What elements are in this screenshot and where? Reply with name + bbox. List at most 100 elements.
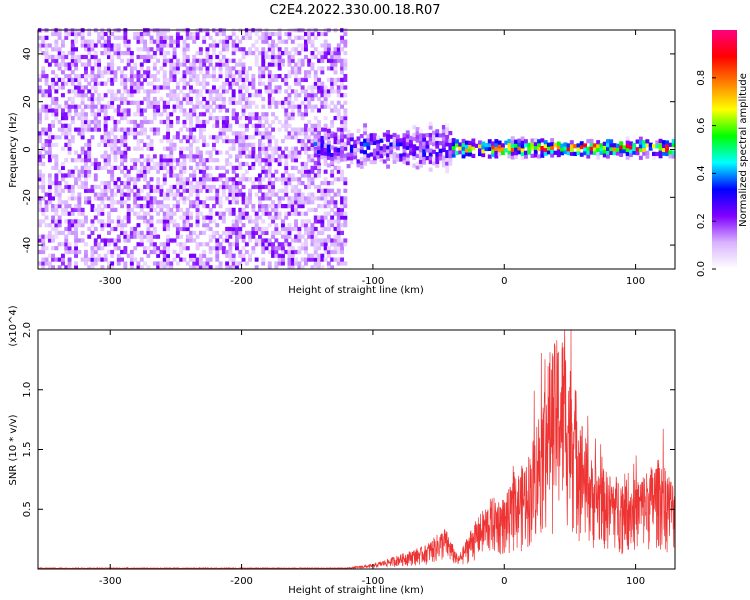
heatmap-cell: [41, 234, 46, 239]
heatmap-cell: [221, 58, 226, 63]
heatmap-cell: [179, 234, 184, 239]
heatmap-cell: [261, 238, 266, 243]
heatmap-cell: [113, 35, 118, 40]
heatmap-cell: [195, 215, 200, 220]
heatmap-cell: [320, 54, 325, 60]
heatmap-cell: [346, 156, 351, 161]
heatmap-cell: [208, 43, 213, 48]
heatmap-cell: [61, 43, 65, 48]
heatmap-cell: [258, 119, 262, 125]
heatmap-cell: [317, 142, 321, 147]
heatmap-cell: [221, 184, 226, 190]
heatmap-cell: [340, 146, 344, 151]
heatmap-cell: [304, 257, 308, 262]
heatmap-cell: [70, 62, 75, 67]
heatmap-cell: [61, 200, 65, 205]
heatmap-cell: [90, 119, 95, 125]
heatmap-cell: [392, 132, 397, 138]
heatmap-cell: [632, 150, 637, 155]
heatmap-cell: [139, 230, 144, 235]
heatmap-cell: [110, 43, 115, 48]
heatmap-cell: [202, 253, 207, 258]
heatmap-cell: [235, 119, 239, 125]
heatmap-cell: [281, 204, 285, 209]
heatmap-cell: [185, 234, 190, 239]
heatmap-cell: [304, 184, 308, 190]
heatmap-cell: [258, 81, 262, 86]
heatmap-cell: [277, 74, 282, 79]
heatmap-cell: [57, 181, 62, 186]
heatmap-cell: [297, 188, 302, 193]
heatmap-cell: [139, 54, 144, 60]
heatmap-cell: [231, 131, 236, 136]
heatmap-cell: [100, 165, 105, 170]
heatmap-cell: [300, 169, 305, 174]
heatmap-cell: [205, 119, 210, 125]
heatmap-cell: [162, 161, 167, 167]
heatmap-cell: [264, 226, 269, 232]
heatmap-cell: [517, 150, 522, 155]
heatmap-cell: [129, 119, 134, 125]
heatmap-cell: [149, 223, 154, 228]
heatmap-cell: [445, 138, 450, 143]
heatmap-cell: [212, 70, 216, 75]
heatmap-cell: [274, 204, 279, 209]
heatmap-cell: [287, 204, 292, 209]
heatmap-cell: [468, 144, 472, 149]
heatmap-cell: [54, 62, 59, 67]
heatmap-cell: [274, 116, 279, 121]
heatmap-cell: [169, 66, 174, 71]
heatmap-cell: [313, 160, 318, 166]
heatmap-cell: [123, 66, 128, 71]
heatmap-cell: [152, 89, 157, 94]
heatmap-cell: [182, 85, 187, 90]
heatmap-cell: [156, 211, 161, 216]
heatmap-cell: [90, 188, 95, 193]
heatmap-cell: [281, 177, 285, 182]
heatmap-cell: [215, 196, 220, 201]
heatmap-cell: [330, 238, 335, 243]
heatmap-cell: [195, 58, 200, 63]
heatmap-cell: [166, 81, 170, 86]
heatmap-cell: [310, 127, 315, 132]
heatmap-cell: [343, 39, 348, 44]
heatmap-cell: [54, 177, 59, 182]
heatmap-cell: [340, 138, 344, 143]
heatmap-cell: [330, 242, 335, 247]
heatmap-cell: [208, 226, 213, 232]
heatmap-cell: [294, 177, 298, 182]
heatmap-cell: [87, 81, 92, 86]
heatmap-cell: [333, 211, 338, 216]
heatmap-cell: [192, 35, 197, 40]
heatmap-cell: [271, 219, 275, 224]
heatmap-cell: [271, 112, 275, 117]
heatmap-cell: [87, 150, 92, 155]
heatmap-cell: [136, 123, 141, 128]
heatmap-cell: [156, 204, 161, 209]
heatmap-cell: [133, 204, 138, 209]
heatmap-cell: [143, 89, 147, 94]
heatmap-cell: [67, 139, 72, 144]
heatmap-cell: [175, 234, 180, 239]
heatmap-cell: [576, 147, 581, 152]
heatmap-cell: [402, 140, 407, 145]
heatmap-cell: [120, 158, 124, 163]
heatmap-cell: [579, 141, 584, 146]
heatmap-cell: [267, 131, 272, 136]
heatmap-cell: [126, 112, 131, 117]
heatmap-cell: [61, 58, 65, 63]
heatmap-cell: [146, 81, 151, 86]
heatmap-cell: [277, 58, 282, 63]
heatmap-cell: [179, 192, 184, 197]
heatmap-cell: [139, 146, 144, 151]
heatmap-cell: [323, 161, 328, 167]
heatmap-cell: [182, 96, 187, 102]
heatmap-cell: [84, 150, 88, 155]
heatmap-cell: [182, 51, 187, 56]
heatmap-cell: [123, 81, 128, 86]
heatmap-cell: [258, 93, 262, 98]
heatmap-cell: [231, 112, 236, 117]
heatmap-cell: [261, 81, 266, 86]
heatmap-cell: [579, 145, 584, 150]
heatmap-cell: [353, 147, 358, 152]
